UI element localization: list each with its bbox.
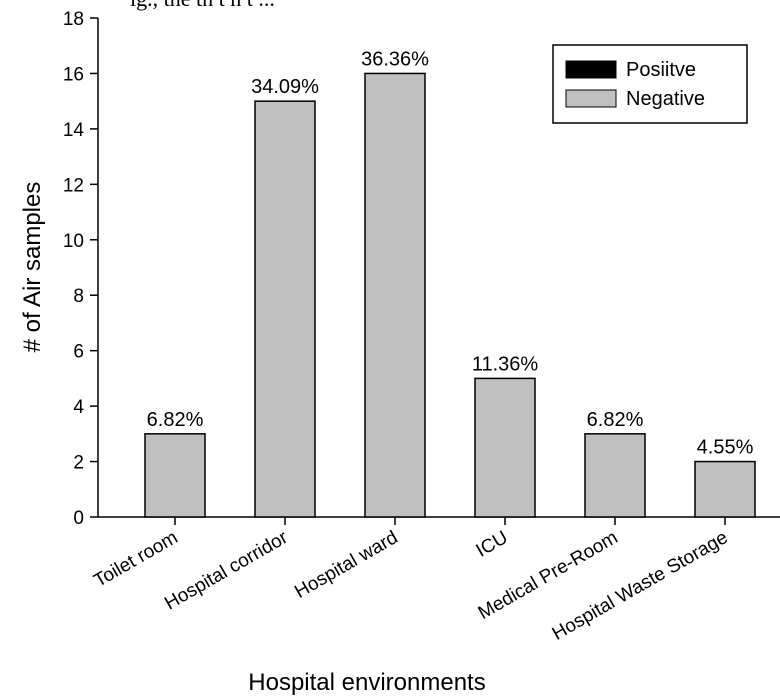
data-label: 4.55%: [697, 437, 754, 459]
data-label: 34.09%: [251, 76, 319, 98]
legend-label-positive: Posiitve: [626, 59, 696, 81]
y-tick-label: 12: [63, 175, 84, 196]
bar-negative: [144, 433, 206, 518]
bar-negative: [584, 433, 646, 518]
bar-negative: [474, 377, 536, 518]
y-tick-label: 8: [73, 286, 84, 307]
legend-box: [552, 44, 748, 124]
x-tick-label: Hospital corridor: [161, 527, 292, 615]
data-labels: 6.82% 34.09% 36.36% 11.36% 6.82% 4.55%: [147, 48, 754, 458]
y-tick-label: 6: [73, 342, 84, 363]
data-label: 36.36%: [361, 48, 429, 70]
x-tick-label: Toilet room: [91, 527, 182, 592]
bars: [144, 72, 756, 518]
bar-negative: [254, 100, 316, 518]
data-label: 6.82%: [147, 409, 204, 431]
legend-swatch-negative: [565, 89, 617, 108]
y-axis: 0 2 4 6 8 10 12 14 16 18: [63, 9, 99, 529]
data-label: 11.36%: [472, 353, 539, 375]
data-label: 6.82%: [587, 409, 644, 431]
bar-negative: [364, 72, 426, 518]
y-tick-label: 2: [73, 453, 84, 474]
y-tick-label: 16: [63, 64, 84, 85]
legend-label-negative: Negative: [626, 88, 705, 110]
bar-negative: [694, 460, 756, 518]
y-tick-label: 10: [63, 231, 84, 252]
y-tick-label: 4: [73, 397, 84, 418]
x-tick-label: Hospital ward: [291, 527, 401, 603]
legend-swatch-positive: [565, 60, 617, 79]
x-axis: [98, 516, 780, 525]
y-tick-label: 0: [73, 508, 84, 529]
caption-fragment: ig., the th t h t ...: [130, 0, 275, 11]
y-tick-label: 18: [63, 9, 84, 30]
legend: Posiitve Negative: [552, 44, 748, 124]
x-tick-label: ICU: [473, 527, 512, 562]
y-axis-title: # of Air samples: [19, 182, 46, 353]
y-tick-label: 14: [63, 120, 85, 141]
x-axis-title: Hospital environments: [248, 669, 485, 696]
x-tick-label: Hospital Waste Storage: [549, 527, 732, 645]
